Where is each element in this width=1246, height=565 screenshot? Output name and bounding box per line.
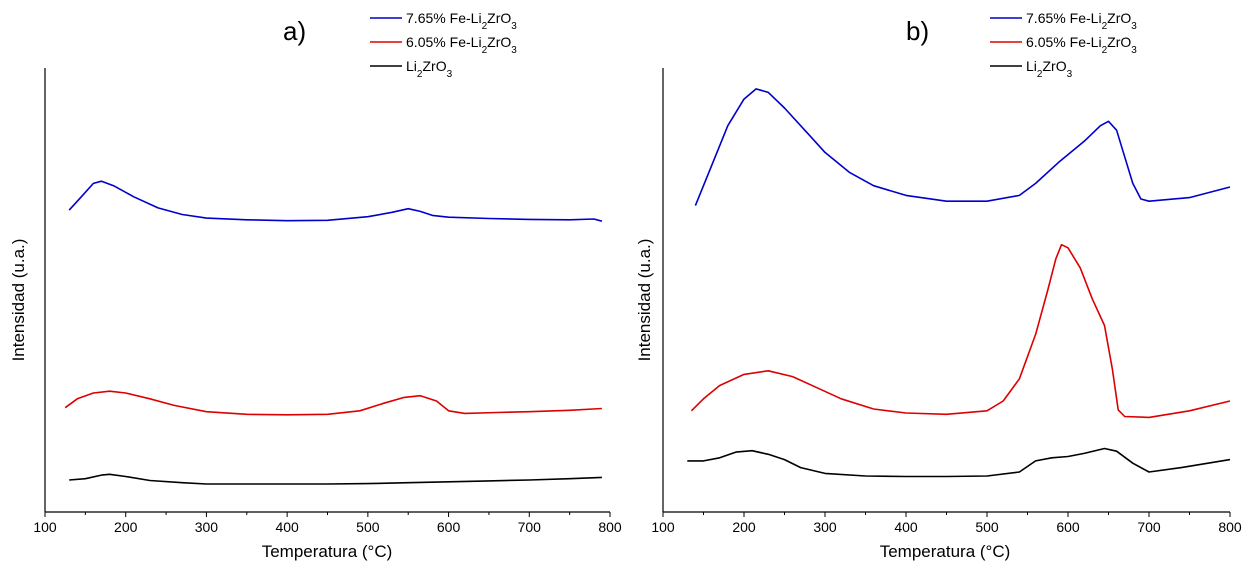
x-tick-label-a-100: 100 <box>33 519 57 535</box>
y-axis-title-a: Intensidad (u.a.) <box>9 239 28 362</box>
x-tick-label-b-500: 500 <box>975 519 999 535</box>
legend-label-b-2: Li2ZrO3 <box>1026 58 1073 80</box>
legend-label-a-2: Li2ZrO3 <box>406 58 453 80</box>
chart-panel-a: a) Intensidad (u.a.) Temperatura (°C) 7.… <box>9 10 622 561</box>
series-line-b-1 <box>690 243 1231 419</box>
x-axis-title-b: Temperatura (°C) <box>880 542 1011 561</box>
panel-label-b: b) <box>906 16 929 46</box>
series-line-a-1 <box>64 390 602 416</box>
panel-label-a: a) <box>283 16 306 46</box>
x-tick-label-b-300: 300 <box>813 519 837 535</box>
series-line-a-2 <box>69 473 602 485</box>
x-axis-title-a: Temperatura (°C) <box>262 542 393 561</box>
x-tick-label-a-200: 200 <box>114 519 138 535</box>
x-tick-label-a-600: 600 <box>437 519 461 535</box>
plot-area-a: 100 200 300 400 500 600 700 800 <box>33 68 622 535</box>
legend-label-b-1: 6.05% Fe-Li2ZrO3 <box>1026 34 1137 56</box>
chart-panel-b: b) Intensidad (u.a.) Temperatura (°C) 7.… <box>635 10 1242 561</box>
series-line-b-0 <box>694 88 1231 206</box>
y-axis-title-b: Intensidad (u.a.) <box>635 239 654 362</box>
series-line-a-0 <box>68 180 603 222</box>
x-tick-label-b-800: 800 <box>1218 519 1242 535</box>
legend-label-a-1: 6.05% Fe-Li2ZrO3 <box>406 34 517 56</box>
x-tick-label-a-500: 500 <box>356 519 380 535</box>
plot-area-b: 100 200 300 400 500 600 700 800 <box>651 68 1242 535</box>
x-tick-label-b-100: 100 <box>651 519 675 535</box>
x-tick-label-b-600: 600 <box>1056 519 1080 535</box>
x-tick-label-b-400: 400 <box>894 519 918 535</box>
legend-label-a-0: 7.65% Fe-Li2ZrO3 <box>406 10 517 32</box>
x-tick-label-a-400: 400 <box>275 519 299 535</box>
legend-label-b-0: 7.65% Fe-Li2ZrO3 <box>1026 10 1137 32</box>
series-line-b-2 <box>687 447 1231 478</box>
x-tick-label-a-800: 800 <box>598 519 622 535</box>
x-tick-label-a-700: 700 <box>518 519 542 535</box>
x-tick-label-b-700: 700 <box>1137 519 1161 535</box>
x-tick-label-b-200: 200 <box>732 519 756 535</box>
x-tick-label-a-300: 300 <box>195 519 219 535</box>
